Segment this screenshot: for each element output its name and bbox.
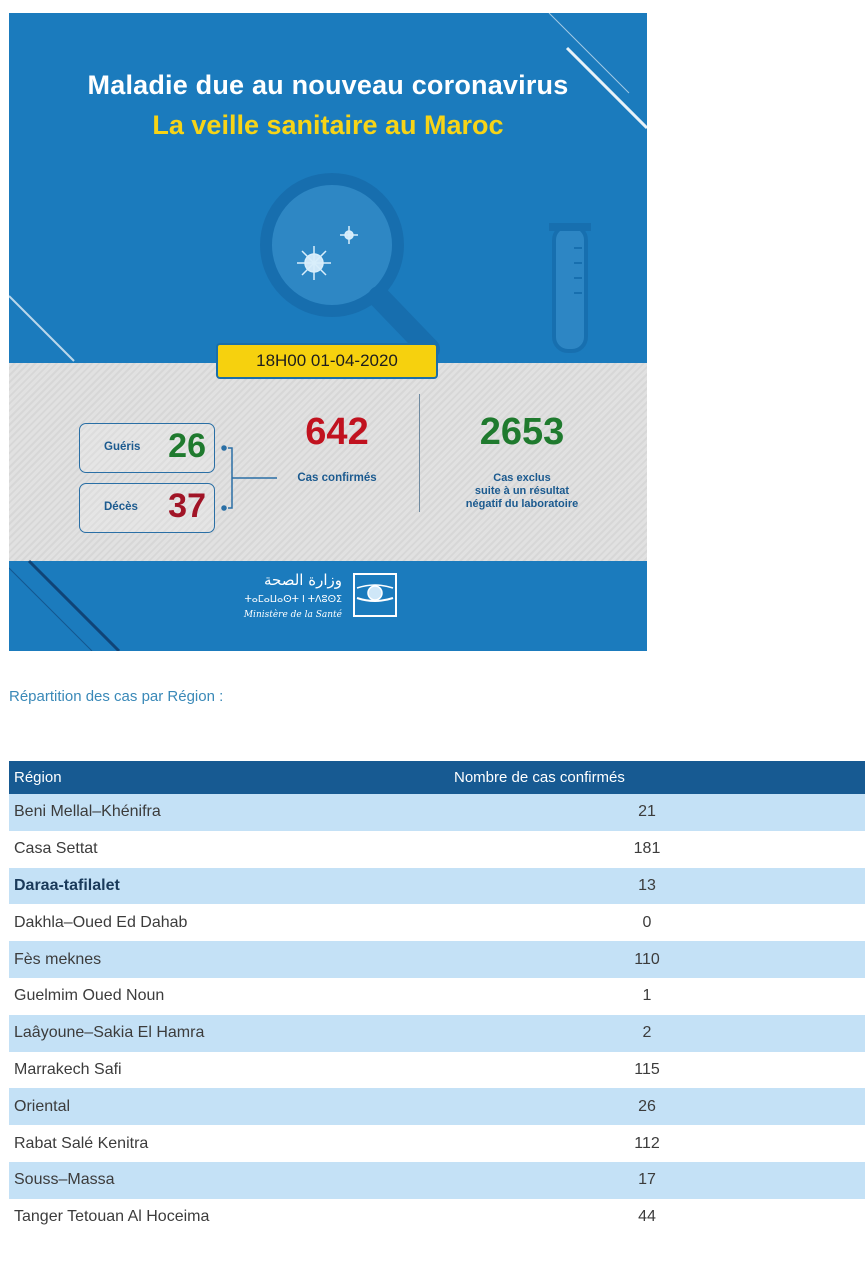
region-cell: Casa Settat [9, 830, 429, 868]
region-cell: Oriental [9, 1088, 429, 1126]
cases-cell: 110 [429, 941, 865, 978]
cases-cell: 115 [429, 1051, 865, 1089]
ministry-logo-icon [353, 573, 397, 617]
deaths-label: Décès [104, 501, 138, 513]
region-cell: Dakhla–Oued Ed Dahab [9, 904, 429, 942]
infographic-subtitle: La veille sanitaire au Maroc [152, 110, 504, 140]
virus-icon [297, 226, 358, 280]
infographic-stats-panel [9, 363, 647, 561]
region-cell: Tanger Tetouan Al Hoceima [9, 1198, 429, 1236]
magnifier-icon [260, 173, 440, 360]
cases-cell: 13 [429, 867, 865, 905]
test-tube-icon [549, 223, 591, 353]
region-cell: Souss–Massa [9, 1161, 429, 1199]
cases-cell: 44 [429, 1198, 865, 1236]
region-cell: Laâyoune–Sakia El Hamra [9, 1014, 429, 1052]
cases-cell: 0 [429, 904, 865, 942]
region-cell: Marrakech Safi [9, 1051, 429, 1089]
covid-infographic: Maladie due au nouveau coronavirus La ve… [9, 13, 647, 651]
excluded-label: Cas exclus suite à un résultat négatif d… [437, 472, 607, 511]
region-cell: Daraa-tafilalet [9, 867, 429, 905]
region-cases-table: Région Nombre de cas confirmés Beni Mell… [9, 761, 865, 1236]
table-row: Marrakech Safi 115 [9, 1051, 865, 1089]
stats-divider [419, 394, 420, 512]
column-header-region: Région [9, 761, 429, 794]
excluded-label-line1: Cas exclus [493, 472, 551, 484]
infographic-decoration [9, 13, 647, 651]
cases-cell: 17 [429, 1161, 865, 1199]
table-row: Tanger Tetouan Al Hoceima 44 [9, 1198, 865, 1236]
cases-cell: 181 [429, 830, 865, 868]
region-cell: Guelmim Oued Noun [9, 977, 429, 1015]
section-title: Répartition des cas par Région : [9, 688, 224, 705]
column-header-cases: Nombre de cas confirmés [429, 761, 865, 794]
excluded-label-line3: négatif du laboratoire [465, 498, 579, 510]
table-row: Beni Mellal–Khénifra 21 [9, 794, 865, 831]
recovered-box: Guéris 26 [79, 423, 215, 473]
table-row: Guelmim Oued Noun 1 [9, 977, 865, 1015]
table-row: Casa Settat 181 [9, 830, 865, 868]
table-row: Dakhla–Oued Ed Dahab 0 [9, 904, 865, 942]
excluded-label-line2: suite à un résultat [474, 485, 570, 497]
excluded-value: 2653 [479, 411, 565, 453]
table-row: Souss–Massa 17 [9, 1161, 865, 1199]
table-row: Daraa-tafilalet 13 [9, 867, 865, 905]
region-cell: Beni Mellal–Khénifra [9, 794, 429, 831]
cases-cell: 2 [429, 1014, 865, 1052]
table-row: Fès meknes 110 [9, 941, 865, 978]
table-row: Oriental 26 [9, 1088, 865, 1126]
cases-cell: 112 [429, 1125, 865, 1162]
cases-cell: 1 [429, 977, 865, 1015]
infographic-title: Maladie due au nouveau coronavirus [87, 70, 569, 100]
table-header-row: Région Nombre de cas confirmés [9, 761, 865, 794]
column-header-cases-text: Nombre de cas confirmés [454, 769, 625, 786]
deaths-value: 37 [168, 487, 206, 525]
confirmed-label: Cas confirmés [297, 472, 377, 484]
region-cell: Rabat Salé Kenitra [9, 1125, 429, 1162]
table-row: Rabat Salé Kenitra 112 [9, 1125, 865, 1162]
recovered-value: 26 [168, 427, 206, 465]
region-cell: Fès meknes [9, 941, 429, 978]
ministry-name-tifinagh: ⵜⴰⵎⴰⵡⴰⵙⵜ ⵏ ⵜⴷⵓⵙⵉ [244, 594, 342, 605]
confirmed-value: 642 [305, 411, 369, 453]
cases-cell: 21 [429, 794, 865, 831]
date-badge: 18H00 01-04-2020 [216, 343, 438, 379]
cases-cell: 26 [429, 1088, 865, 1126]
ministry-name-arabic: وزارة الصحة [264, 571, 342, 589]
infographic-footer-panel [9, 561, 647, 651]
bracket-connector [221, 445, 277, 511]
deaths-box: Décès 37 [79, 483, 215, 533]
recovered-label: Guéris [104, 441, 141, 453]
ministry-name-french: Ministère de la Santé [243, 610, 342, 620]
table-row: Laâyoune–Sakia El Hamra 2 [9, 1014, 865, 1052]
